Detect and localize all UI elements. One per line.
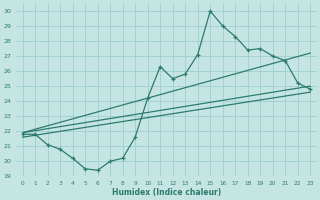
- X-axis label: Humidex (Indice chaleur): Humidex (Indice chaleur): [112, 188, 221, 197]
